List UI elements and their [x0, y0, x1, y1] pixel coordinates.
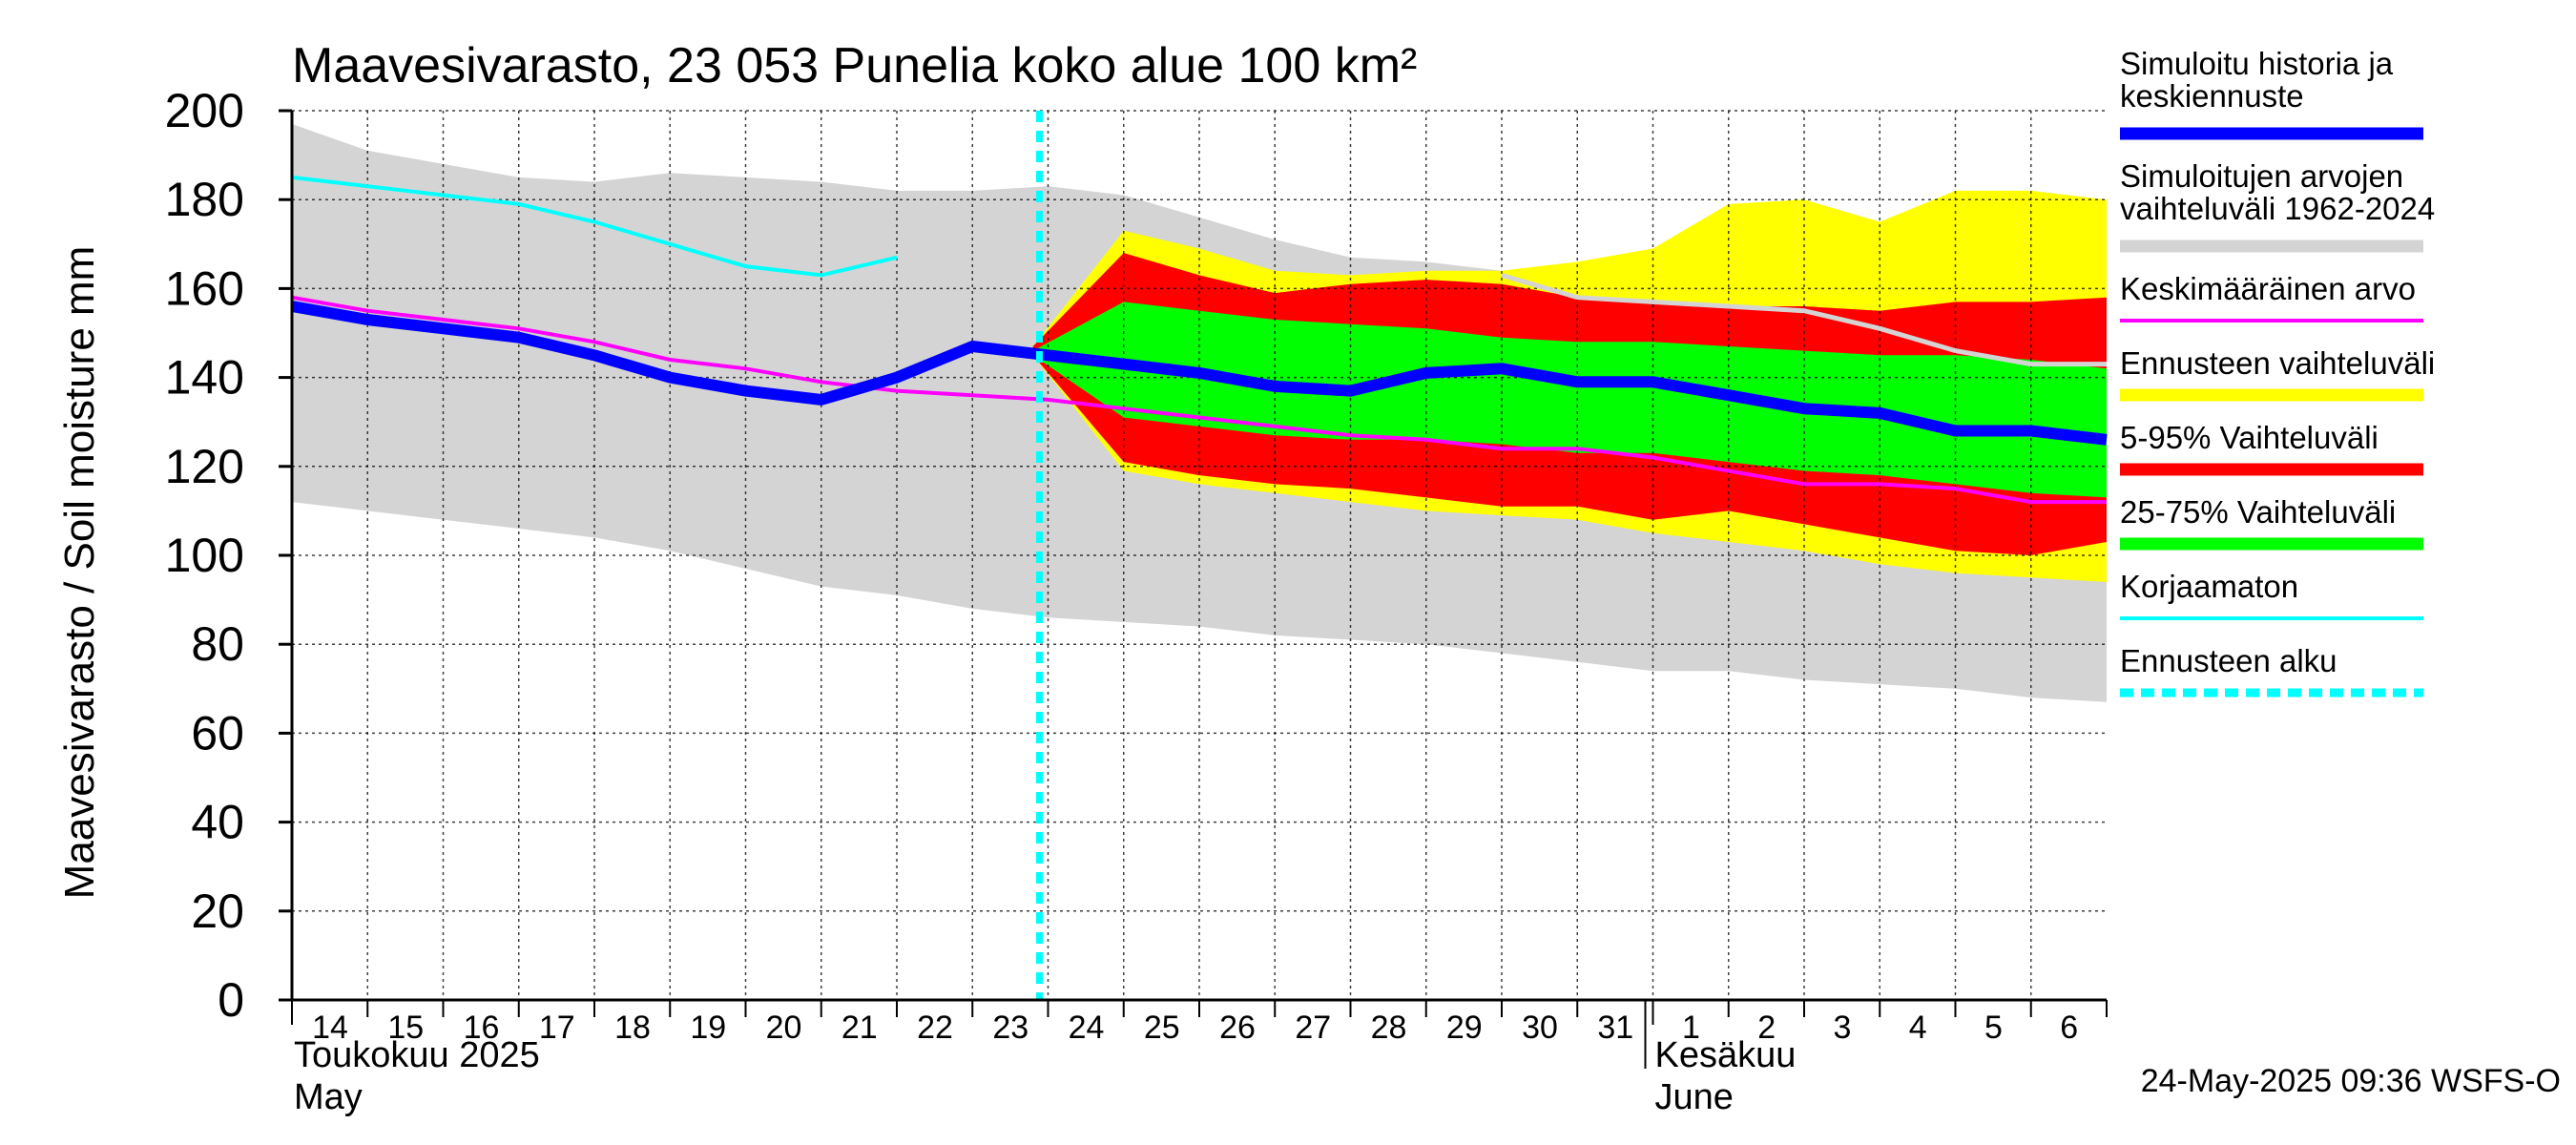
uncorrected-line: [291, 175, 898, 278]
y-tick-label: 60: [191, 706, 244, 760]
x-tick-label: 17: [539, 1010, 575, 1046]
x-tick-label: 23: [992, 1010, 1028, 1046]
y-tick-label: 140: [165, 351, 244, 405]
month-label-en: May: [294, 1077, 363, 1117]
month-label: Kesäkuu: [1655, 1035, 1797, 1075]
x-tick-label: 15: [387, 1010, 424, 1046]
y-tick-label: 20: [191, 885, 244, 938]
x-tick-label: 31: [1597, 1010, 1633, 1046]
x-tick-label: 22: [917, 1010, 953, 1046]
x-tick-label: 19: [690, 1010, 726, 1046]
line-layer: [290, 111, 2108, 1000]
timestamp: 24-May-2025 09:36 WSFS-O: [2141, 1063, 2561, 1099]
x-tick-label: 29: [1446, 1010, 1483, 1046]
x-tick-label: 3: [1834, 1010, 1852, 1046]
legend-label: Simuloitu historia ja: [2120, 46, 2394, 81]
x-tick-label: 30: [1522, 1010, 1558, 1046]
legend-label: 25-75% Vaihteluväli: [2120, 494, 2396, 530]
mean-line: [291, 295, 2107, 505]
grid-layer: [292, 110, 2107, 1000]
x-tick-label: 25: [1144, 1010, 1180, 1046]
x-tick-label: 14: [312, 1010, 348, 1046]
median-line: [290, 301, 2108, 446]
x-tick-label: 21: [841, 1010, 878, 1046]
y-tick-label: 80: [191, 617, 244, 671]
month-label-en: June: [1655, 1077, 1734, 1117]
legend-label: keskiennuste: [2120, 78, 2304, 114]
month-label: Toukokuu 2025: [294, 1035, 540, 1075]
x-tick-label: 4: [1909, 1010, 1927, 1046]
x-tick-label: 5: [1984, 1010, 2003, 1046]
legend-label: Simuloitujen arvojen: [2120, 158, 2403, 194]
mean-future-line: [1501, 273, 2107, 367]
x-tick-label: 28: [1371, 1010, 1407, 1046]
y-tick-label: 100: [165, 529, 244, 582]
y-axis-label: Maavesivarasto / Soil moisture mm: [56, 246, 103, 900]
legend-label: vaihteluväli 1962-2024: [2120, 191, 2435, 226]
legend-label: Ennusteen vaihteluväli: [2120, 345, 2435, 381]
x-tick-label: 24: [1069, 1010, 1105, 1046]
y-tick-label: 120: [165, 440, 244, 493]
x-tick-label: 6: [2060, 1010, 2078, 1046]
legend-label: Ennusteen alku: [2120, 643, 2337, 678]
x-tick-label: 2: [1757, 1010, 1776, 1046]
x-tick-label: 16: [464, 1010, 500, 1046]
y-tick-label: 160: [165, 261, 244, 315]
x-tick-label: 20: [766, 1010, 802, 1046]
y-tick-label: 200: [165, 84, 244, 137]
y-tick-label: 0: [218, 973, 244, 1027]
x-tick-label: 18: [614, 1010, 651, 1046]
p25-75-band: [1032, 302, 2107, 498]
y-tick-label: 40: [191, 796, 244, 849]
x-tick-label: 1: [1682, 1010, 1700, 1046]
chart-title: Maavesivarasto, 23 053 Punelia koko alue…: [292, 38, 1417, 94]
legend-label: Keskimääräinen arvo: [2120, 271, 2416, 306]
legend-label: Korjaamaton: [2120, 569, 2298, 604]
legend-label: 5-95% Vaihteluväli: [2120, 420, 2379, 455]
x-tick-label: 26: [1219, 1010, 1256, 1046]
y-tick-label: 180: [165, 173, 244, 226]
x-tick-label: 27: [1295, 1010, 1331, 1046]
